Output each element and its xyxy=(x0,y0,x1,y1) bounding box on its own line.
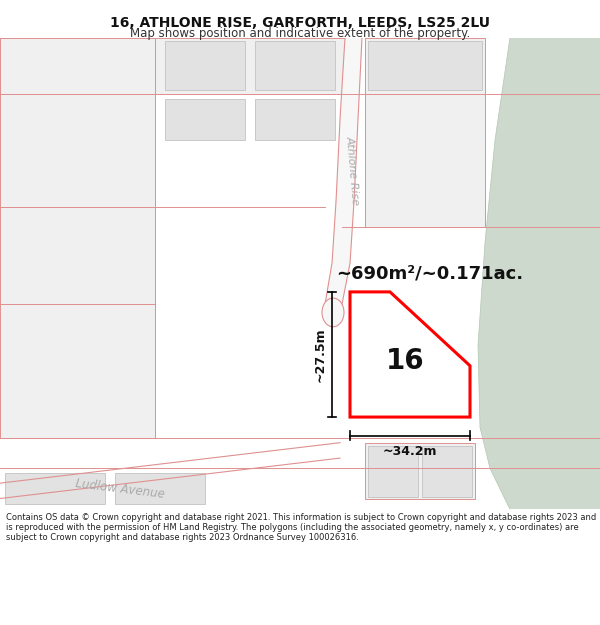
Bar xyxy=(78,212,148,294)
Bar xyxy=(422,446,472,497)
Bar xyxy=(115,474,205,504)
Bar xyxy=(368,446,418,497)
Bar xyxy=(3,41,65,90)
Bar xyxy=(0,207,155,304)
Bar xyxy=(255,41,335,90)
Bar xyxy=(365,442,475,499)
Text: Map shows position and indicative extent of the property.: Map shows position and indicative extent… xyxy=(130,27,470,40)
Text: Contains OS data © Crown copyright and database right 2021. This information is : Contains OS data © Crown copyright and d… xyxy=(6,512,596,542)
Bar xyxy=(3,396,65,432)
Polygon shape xyxy=(478,38,600,509)
Bar xyxy=(3,101,65,158)
Bar xyxy=(78,396,148,432)
Bar xyxy=(165,41,245,90)
Bar xyxy=(0,304,155,438)
Ellipse shape xyxy=(322,298,344,327)
Bar xyxy=(5,474,105,504)
Bar xyxy=(0,38,345,94)
Text: ~34.2m: ~34.2m xyxy=(383,446,437,458)
Polygon shape xyxy=(350,292,470,417)
Bar xyxy=(3,304,65,386)
Text: 16, ATHLONE RISE, GARFORTH, LEEDS, LS25 2LU: 16, ATHLONE RISE, GARFORTH, LEEDS, LS25 … xyxy=(110,16,490,30)
Bar xyxy=(368,41,482,90)
Bar xyxy=(78,41,148,90)
Bar xyxy=(365,38,485,94)
Text: Ludlow Avenue: Ludlow Avenue xyxy=(74,477,166,501)
Text: ~690m²/~0.171ac.: ~690m²/~0.171ac. xyxy=(337,264,524,282)
Bar xyxy=(365,94,485,228)
Bar xyxy=(78,304,148,386)
Bar xyxy=(3,212,65,294)
Bar xyxy=(365,99,475,151)
Bar xyxy=(255,99,335,140)
Text: 16: 16 xyxy=(386,347,424,374)
Bar xyxy=(3,166,65,202)
Bar xyxy=(165,99,245,140)
Polygon shape xyxy=(325,38,362,304)
Text: ~27.5m: ~27.5m xyxy=(314,327,326,382)
Text: Athlone Rise: Athlone Rise xyxy=(345,136,361,206)
Bar xyxy=(0,94,155,207)
Bar xyxy=(365,156,440,217)
Bar xyxy=(78,166,148,202)
Bar xyxy=(78,101,148,158)
Bar xyxy=(0,38,155,94)
